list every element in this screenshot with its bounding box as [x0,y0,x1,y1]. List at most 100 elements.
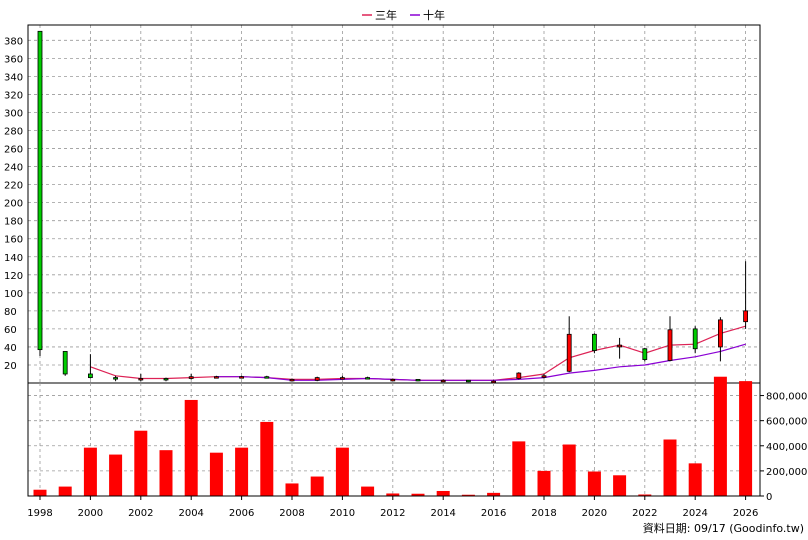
candle-body [617,344,622,348]
volume-bar-2011 [361,486,375,496]
price-tick-label: 280 [4,127,23,138]
price-tick-label: 100 [4,289,23,300]
candle-body [88,373,93,378]
candle-2018 [541,373,547,379]
candle-body [465,379,471,383]
volume-bar-2008 [285,483,299,496]
volume-bar-2001 [109,454,123,496]
price-tick-label: 360 [4,54,23,65]
volume-bar-2000 [83,447,97,496]
volume-bar-2020 [587,471,601,496]
x-tick-label: 2022 [632,508,657,519]
volume-bar-2018 [537,470,551,496]
volume-bar-2026 [739,381,753,496]
candle-body [516,372,522,379]
candle-2000 [88,354,93,379]
x-axis: 1998 2000 2002 2004 2006 2008 2010 2012 2014 2016… [27,496,758,519]
candle-body [692,328,698,350]
candle-2001 [113,375,118,382]
candle-2020 [592,333,597,354]
legend: 三年 十年 [362,8,445,22]
volume-bar-2005 [209,452,223,496]
candle-2026 [743,261,748,329]
candle-body [440,379,446,383]
volume-bar-2017 [512,441,526,496]
candle-body [188,376,194,379]
price-tick-label: 20 [4,361,17,372]
candle-1999 [62,351,68,376]
price-tick-label: 300 [4,108,23,119]
candle-body [491,380,497,384]
volume-bar-2006 [235,447,249,496]
candle-body [667,329,673,361]
x-tick-label: 2000 [78,508,103,519]
data-date-label: 資料日期: 09/17 (Goodinfo.tw) [643,521,804,535]
x-tick-label: 2020 [582,508,607,519]
price-tick-label: 80 [4,307,17,318]
volume-panel: 0 200,000 400,000 600,000 800,000 [27,24,807,503]
candle-2011 [365,376,371,380]
volume-bar-1998 [33,489,47,496]
volume-bar-2014 [436,490,450,496]
volume-tick-label: 200,000 [766,467,807,478]
candle-2014 [440,379,446,383]
candle-2010 [339,375,345,380]
candle-2006 [239,375,245,379]
volume-plot-area [27,382,761,497]
candle-2013 [415,378,421,382]
candle-body [62,351,68,375]
volume-tick-label: 800,000 [766,392,807,403]
candle-body [113,377,118,380]
candle-2009 [314,376,320,382]
volume-bar-2003 [159,450,173,496]
candle-body [365,377,371,380]
candle-2019 [566,316,572,373]
x-tick-label: 2024 [682,508,707,519]
candle-2002 [138,373,144,382]
candle-2003 [163,377,169,382]
price-tick-label: 220 [4,181,23,192]
price-tick-label: 140 [4,253,23,264]
candle-body [642,348,648,360]
legend-label: 十年 [423,8,445,22]
candle-2005 [213,375,219,379]
chart-frame [27,24,761,497]
candle-body [566,333,572,372]
candle-2004 [188,373,194,380]
price-tick-label: 340 [4,72,23,83]
volume-bar-2021 [613,475,627,496]
candle-body [213,376,219,379]
candle-body [314,377,320,381]
volume-bar-2016 [487,492,501,496]
x-tick-label: 2010 [330,508,355,519]
candle-body [138,378,144,381]
x-tick-label: 2008 [279,508,304,519]
candle-body [592,333,597,351]
volume-bar-2015 [461,494,475,496]
candle-2022 [642,347,648,362]
price-tick-label: 40 [4,343,17,354]
candle-body [239,376,245,379]
candle-1998 [37,30,43,356]
x-tick-label: 2012 [380,508,405,519]
price-tick-label: 320 [4,90,23,101]
price-tick-label: 380 [4,36,23,47]
price-tick-label: 60 [4,325,17,336]
x-tick-label: 2018 [531,508,556,519]
volume-tick-label: 400,000 [766,442,807,453]
volume-bar-2013 [411,493,425,496]
volume-bar-2004 [184,399,198,496]
price-tick-label: 240 [4,163,23,174]
candle-body [541,375,547,378]
candle-body [390,378,396,382]
x-tick-label: 2014 [430,508,455,519]
candle-body [339,377,345,380]
volume-bar-2019 [562,444,576,496]
price-tick-label: 120 [4,271,23,282]
volume-bar-2022 [638,494,652,496]
candle-2023 [667,316,673,362]
volume-bar-2007 [260,421,274,496]
candle-2024 [692,326,698,354]
price-tick-label: 160 [4,235,23,246]
legend-label: 三年 [375,8,397,22]
